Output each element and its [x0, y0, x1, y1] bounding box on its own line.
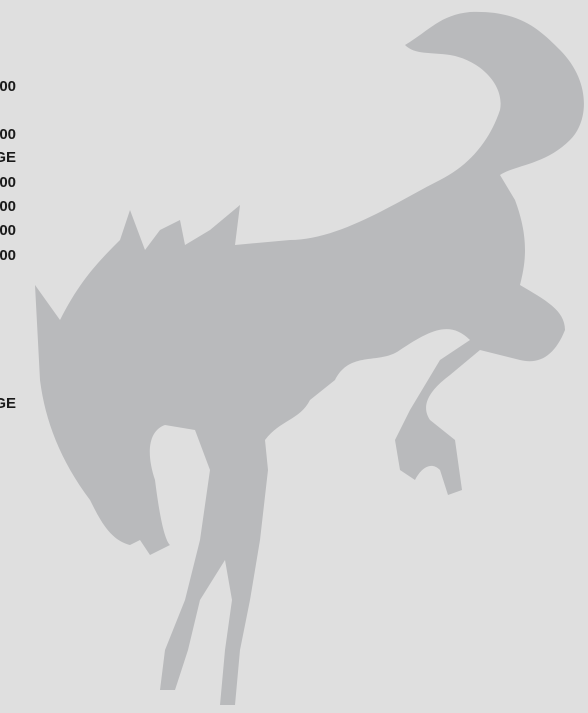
cropped-label: 00 [0, 222, 16, 239]
cropped-label: 00 [0, 247, 16, 264]
page: {"labels": ["00", "00", "GE", "00", "00"… [0, 0, 588, 713]
cropped-label: 00 [0, 78, 16, 95]
cropped-label: 00 [0, 174, 16, 191]
cropped-label: GE [0, 395, 16, 412]
cropped-label: 00 [0, 126, 16, 143]
screen: 00 00 GE 00 00 00 00 GE [0, 0, 588, 713]
cropped-label: GE [0, 149, 16, 166]
cropped-label: 00 [0, 198, 16, 215]
